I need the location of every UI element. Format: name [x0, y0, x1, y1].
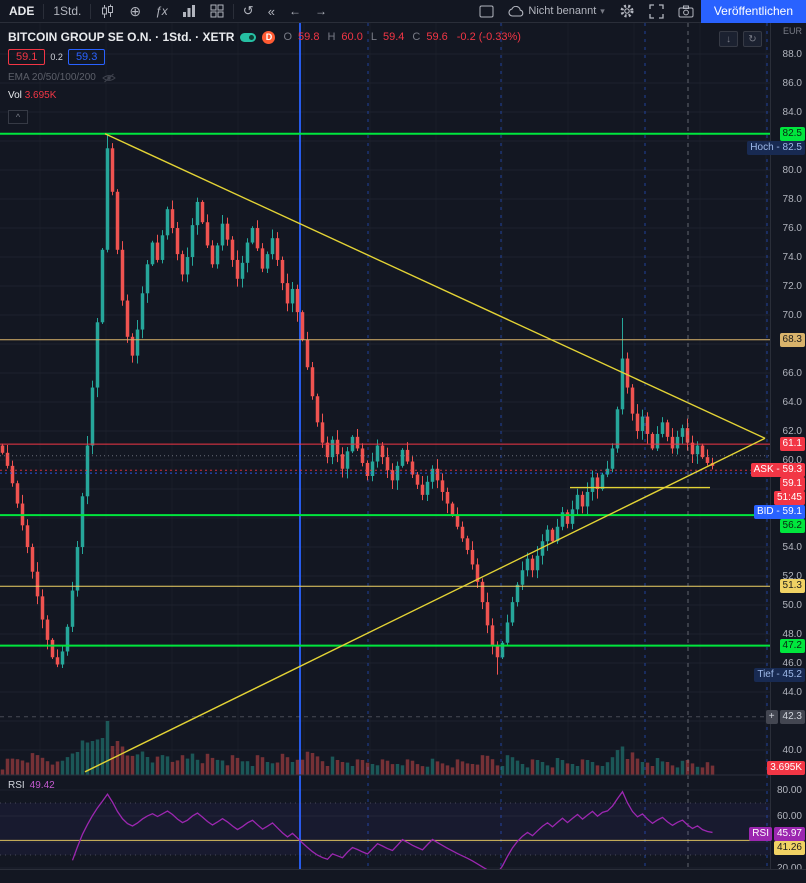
- settings-button[interactable]: [612, 0, 642, 22]
- rsi-pane: [0, 790, 770, 869]
- price-tick-label: 56.0: [782, 513, 802, 525]
- price-tick-label: 58.0: [782, 484, 802, 496]
- single-layout-icon: [479, 5, 494, 17]
- price-tick-label: 88.0: [782, 49, 802, 61]
- price-tick-label: 46.0: [782, 658, 802, 670]
- price-axis[interactable]: EUR 88.0 86.0 84.0 82.0 80.0 78.0 76.0 74.0 72.0 7…: [747, 23, 806, 874]
- badge-value: 3.695K: [767, 761, 805, 775]
- candlestick-chart-canvas[interactable]: [0, 23, 770, 869]
- price-tick-label: 70.0: [782, 310, 802, 322]
- price-tick-label: 74.0: [782, 252, 802, 264]
- layout-name-label: Nicht benannt: [528, 5, 597, 17]
- badge-value: 61.1: [779, 437, 805, 452]
- rsi-tick-label: 60.00: [776, 810, 802, 822]
- rsi-line: [71, 790, 713, 869]
- price-tick-label: 48.0: [782, 629, 802, 641]
- interval-button[interactable]: 1Std.: [46, 0, 88, 22]
- chart-area[interactable]: BITCOIN GROUP SE O.N. · 1Std. · XETR D O…: [0, 23, 806, 883]
- price-tick-label: 42.0: [782, 716, 802, 728]
- price-tick-label: 84.0: [782, 107, 802, 119]
- price-tick-label: 86.0: [782, 78, 802, 90]
- indicators-button[interactable]: ƒx: [148, 0, 175, 22]
- axis-badge: 61.1: [779, 437, 805, 452]
- gear-icon: [620, 4, 634, 18]
- bar-template-icon: [182, 5, 195, 17]
- indicator-templates-button[interactable]: [175, 0, 203, 22]
- time-axis[interactable]: [0, 869, 806, 883]
- price-tick-label: 40.0: [782, 745, 802, 757]
- rsi-tick-label: 20.00: [777, 863, 802, 874]
- gridlines: [0, 23, 770, 869]
- candlestick-icon: [102, 4, 114, 18]
- price-tick-label: 54.0: [782, 542, 802, 554]
- indicators-fx-icon: ƒx: [155, 4, 168, 18]
- rsi-tick-label: 80.00: [776, 784, 802, 796]
- grid-layout-icon: [210, 4, 224, 18]
- rewind-button[interactable]: «: [261, 0, 282, 22]
- undo-button[interactable]: ←: [282, 0, 308, 22]
- jump-to-latest-button[interactable]: ↓: [719, 31, 738, 47]
- price-tick-label: 72.0: [782, 281, 802, 293]
- price-tick-label: 68.0: [782, 339, 802, 351]
- screenshot-button[interactable]: [671, 0, 701, 22]
- compare-icon: ⊕: [129, 2, 142, 19]
- toolbar-separator: [43, 3, 45, 19]
- price-tick-label: 66.0: [782, 368, 802, 380]
- cloud-save-button[interactable]: Nicht benannt ▾: [501, 0, 611, 22]
- rsi-tick-label: 40.00: [776, 836, 802, 848]
- vertical-lines: [299, 23, 768, 869]
- fullscreen-button[interactable]: [642, 0, 671, 22]
- price-tick-label: 78.0: [782, 194, 802, 206]
- badge-value: 47.2: [779, 638, 805, 653]
- price-tick-label: 60.0: [782, 455, 802, 467]
- price-tick-label: 82.0: [782, 136, 802, 148]
- price-tick-label: 44.0: [782, 687, 802, 699]
- price-tick-label: 80.0: [782, 165, 802, 177]
- publish-button[interactable]: Veröffentlichen: [700, 0, 806, 23]
- top-toolbar: ADE 1Std. ⊕ ƒx: [0, 0, 806, 23]
- toolbar-separator: [232, 3, 234, 19]
- multichart-layout-button[interactable]: [203, 0, 231, 22]
- reset-chart-button[interactable]: ↻: [743, 31, 762, 47]
- rewind-icon: «: [267, 3, 275, 19]
- replay-icon: ↺: [242, 3, 254, 18]
- fullscreen-icon: [649, 3, 664, 19]
- volume-bars: [0, 721, 715, 775]
- toolbar-separator: [90, 3, 92, 19]
- camera-icon: [678, 5, 694, 17]
- compare-button[interactable]: ⊕: [122, 0, 148, 22]
- cloud-icon: [508, 5, 524, 17]
- price-tick-label: 62.0: [782, 426, 802, 438]
- price-tick-label: 50.0: [782, 600, 802, 612]
- crosshair: [0, 23, 770, 869]
- candles: [0, 133, 715, 675]
- bar-replay-button[interactable]: ↺: [236, 0, 261, 22]
- redo-arrow-icon: →: [314, 4, 327, 18]
- redo-button[interactable]: →: [308, 0, 334, 22]
- chart-type-button[interactable]: [93, 0, 122, 22]
- chart-corner-buttons: ↓ ↻: [719, 31, 762, 47]
- trendlines[interactable]: [84, 133, 766, 773]
- price-tick-label: 76.0: [782, 223, 802, 235]
- toolbar-left-group: ADE 1Std. ⊕ ƒx: [0, 0, 334, 22]
- axis-currency-label: EUR: [782, 26, 802, 36]
- horizontal-price-lines[interactable]: [0, 132, 770, 647]
- symbol-search-button[interactable]: ADE: [0, 0, 41, 22]
- chevron-down-icon: ▾: [600, 5, 605, 16]
- undo-arrow-icon: ←: [288, 4, 301, 18]
- layout-select-button[interactable]: [472, 0, 501, 22]
- axis-badge: 47.2: [779, 638, 805, 653]
- price-tick-label: 52.0: [782, 571, 802, 583]
- pane-collapse-button[interactable]: ^: [8, 110, 28, 124]
- axis-badge: 3.695K: [767, 761, 805, 775]
- price-tick-label: 64.0: [782, 397, 802, 409]
- toolbar-right-group: Nicht benannt ▾ Veröffentlichen: [472, 0, 806, 23]
